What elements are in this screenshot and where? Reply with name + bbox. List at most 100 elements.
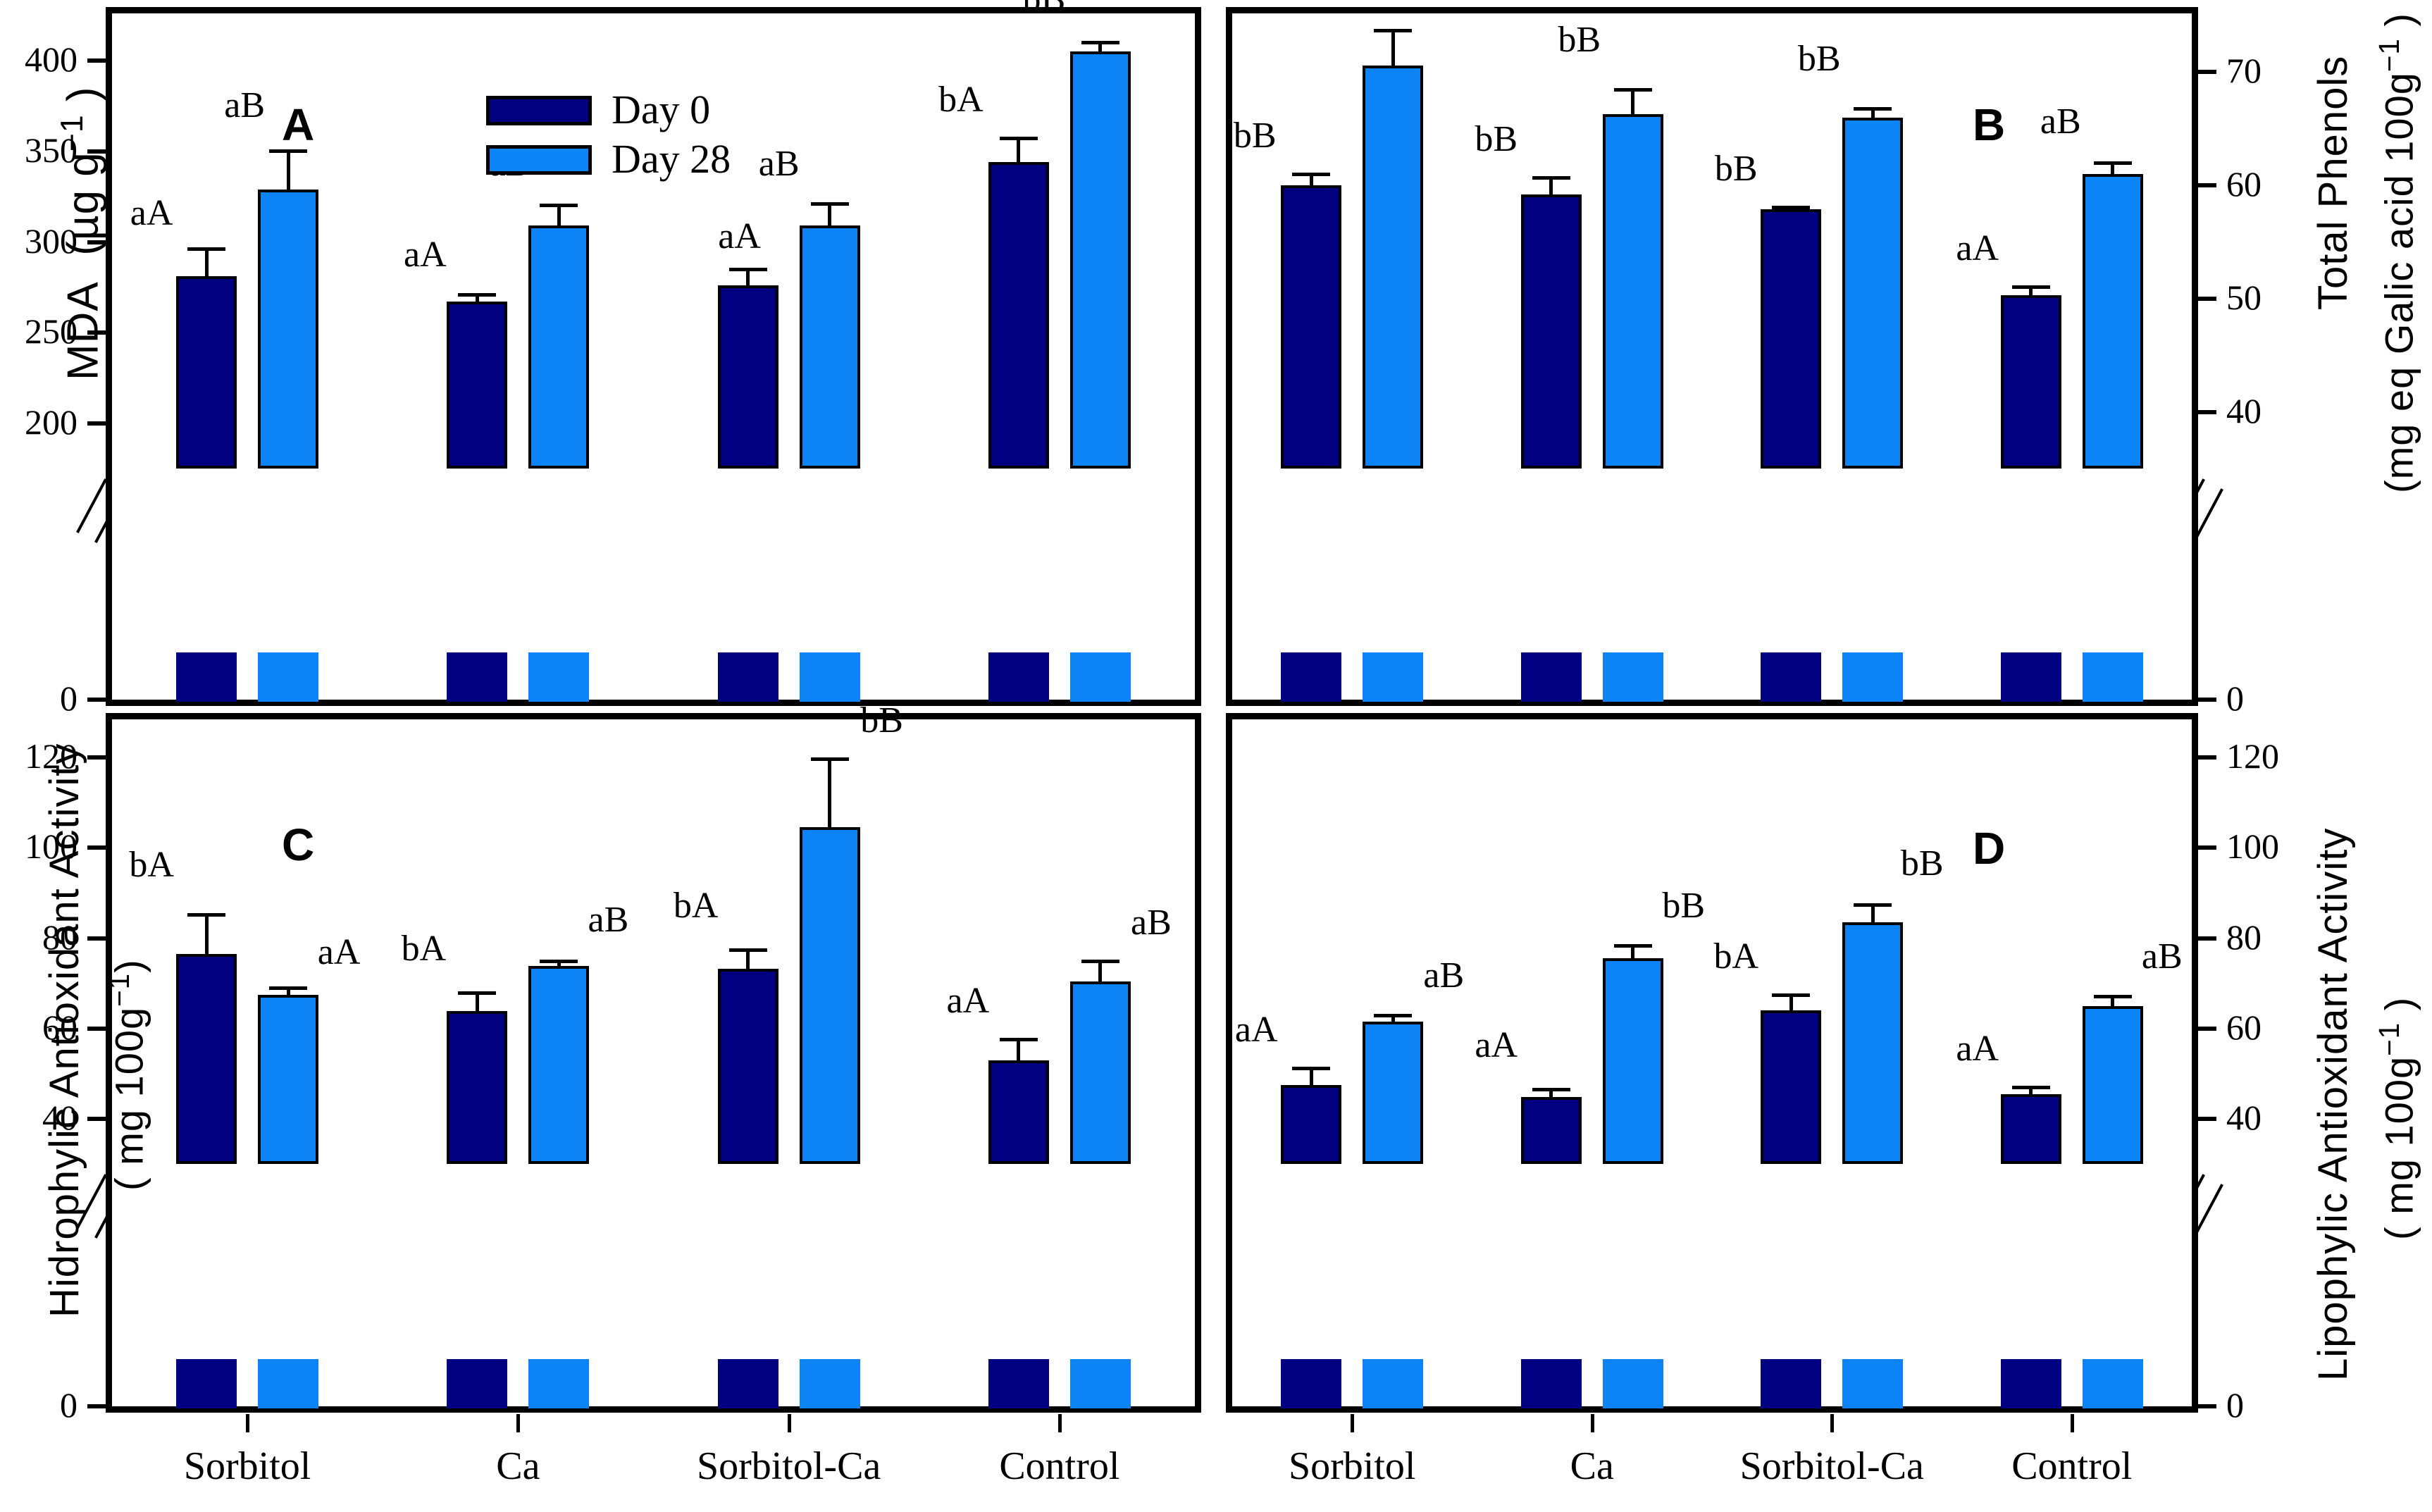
bar-stub (717, 652, 778, 702)
bar-stub (1281, 652, 1342, 702)
y-tick-mark (87, 58, 106, 63)
y-tick-mark (87, 936, 106, 941)
y-tick-mark (2198, 845, 2216, 850)
x-tick-mark (1351, 1414, 1355, 1432)
error-bar (475, 991, 479, 1012)
y-axis-title-mda: MDA (µg g−1 ) (55, 86, 108, 380)
bar-stub (988, 1359, 1049, 1408)
error-bar (1870, 107, 1875, 118)
y-tick-label: 80 (42, 917, 77, 957)
y-tick-mark (87, 1116, 106, 1121)
significance-label: aA (404, 234, 447, 275)
x-axis-label-control: Control (2011, 1444, 2133, 1488)
plot-area-b (1226, 7, 2198, 706)
error-bar (2111, 994, 2115, 1006)
error-bar (475, 292, 479, 302)
y-axis-title-total-phenols-units: (mg eq Galic acid 100g−1 ) (2373, 12, 2421, 493)
bar-stub (1363, 652, 1424, 702)
error-bar (557, 204, 561, 226)
error-bar-cap (728, 948, 767, 953)
error-bar-cap (1854, 107, 1892, 111)
significance-label: bA (401, 928, 447, 969)
bar-d-ca-day28 (1602, 958, 1663, 1164)
y-tick-label: 60 (2226, 164, 2262, 204)
bar-stub (1842, 1359, 1904, 1408)
y-tick-mark (87, 1026, 106, 1031)
error-bar (204, 247, 209, 277)
error-bar (1549, 1088, 1553, 1098)
bar-a-sorbitol-ca-day0 (717, 285, 778, 469)
significance-label: bB (1475, 119, 1518, 160)
error-bar-cap (1374, 1013, 1413, 1017)
y-tick-mark (2198, 755, 2216, 760)
axis-break-gap (112, 470, 1195, 651)
error-bar-cap (1772, 206, 1811, 210)
significance-label: aB (1423, 955, 1465, 996)
bar-stub (176, 1359, 237, 1408)
y-tick-mark (87, 149, 106, 154)
error-bar-cap (2011, 1086, 2050, 1090)
panel-letter-c: C (282, 819, 315, 870)
y-zero-label: 0 (2226, 678, 2244, 718)
bar-stub (2000, 652, 2061, 702)
y-tick-label: 300 (25, 221, 77, 261)
y-tick-label: 80 (2226, 917, 2262, 957)
significance-label: bB (1002, 0, 1086, 18)
bar-stub (1761, 1359, 1822, 1408)
bar-d-sorbitol-ca-day0 (1761, 1010, 1822, 1164)
error-bar (1017, 137, 1021, 163)
bar-b-sorbitol-ca-day28 (1842, 117, 1904, 469)
bar-stub (2082, 652, 2143, 702)
bar-c-sorbitol-day28 (258, 995, 319, 1164)
error-bar-cap (2093, 994, 2132, 998)
y-zero-label: 0 (60, 678, 77, 718)
bar-stub (799, 652, 860, 702)
bar-stub (2000, 1359, 2061, 1408)
significance-label: aA (946, 980, 990, 1021)
error-bar (1549, 176, 1553, 194)
error-bar (2029, 1086, 2033, 1094)
significance-label: bA (938, 80, 984, 120)
significance-label: bB (860, 700, 903, 740)
error-bar-cap (1292, 173, 1331, 177)
bar-a-control-day0 (988, 162, 1049, 469)
significance-label: aA (1956, 228, 1999, 268)
bar-stub (1069, 652, 1131, 702)
bar-stub (528, 652, 590, 702)
significance-label: aA (1956, 1029, 1999, 1070)
panel-letter-a: A (282, 99, 315, 150)
error-bar-cap (1532, 176, 1570, 180)
y-zero-tick-mark (2198, 1404, 2216, 1408)
y-tick-mark (87, 330, 106, 335)
bar-c-ca-day0 (447, 1011, 508, 1164)
bar-b-ca-day0 (1520, 194, 1582, 469)
x-axis-label-sorbitol: Sorbitol (183, 1444, 311, 1488)
x-tick-mark (1057, 1414, 1062, 1432)
bar-stub (528, 1359, 590, 1408)
significance-label: aA (317, 931, 361, 972)
bar-stub (717, 1359, 778, 1408)
y-tick-mark (2198, 936, 2216, 941)
significance-label: aA (1234, 1010, 1278, 1051)
significance-label: aB (2141, 936, 2183, 977)
y-tick-label: 100 (2226, 826, 2279, 867)
y-tick-mark (2198, 70, 2216, 75)
y-tick-mark (87, 240, 106, 244)
bar-a-sorbitol-day0 (176, 276, 237, 469)
bar-d-control-day0 (2000, 1093, 2061, 1164)
bar-stub (1069, 1359, 1131, 1408)
y-tick-label: 100 (25, 826, 77, 867)
error-bar-cap (1613, 87, 1652, 92)
y-tick-mark (2198, 409, 2216, 414)
legend-label: Day 28 (612, 136, 731, 182)
significance-label: aA (130, 193, 173, 234)
y-tick-mark (2198, 1116, 2216, 1121)
error-bar (1391, 1013, 1395, 1022)
x-axis-label-sorbitol-ca: Sorbitol-Ca (1739, 1444, 1924, 1488)
bar-a-sorbitol-day28 (258, 189, 319, 469)
error-bar (746, 267, 750, 286)
panel-letter-d: D (1973, 823, 2006, 874)
error-bar (1631, 87, 1635, 114)
bar-c-sorbitol-ca-day28 (799, 826, 860, 1164)
